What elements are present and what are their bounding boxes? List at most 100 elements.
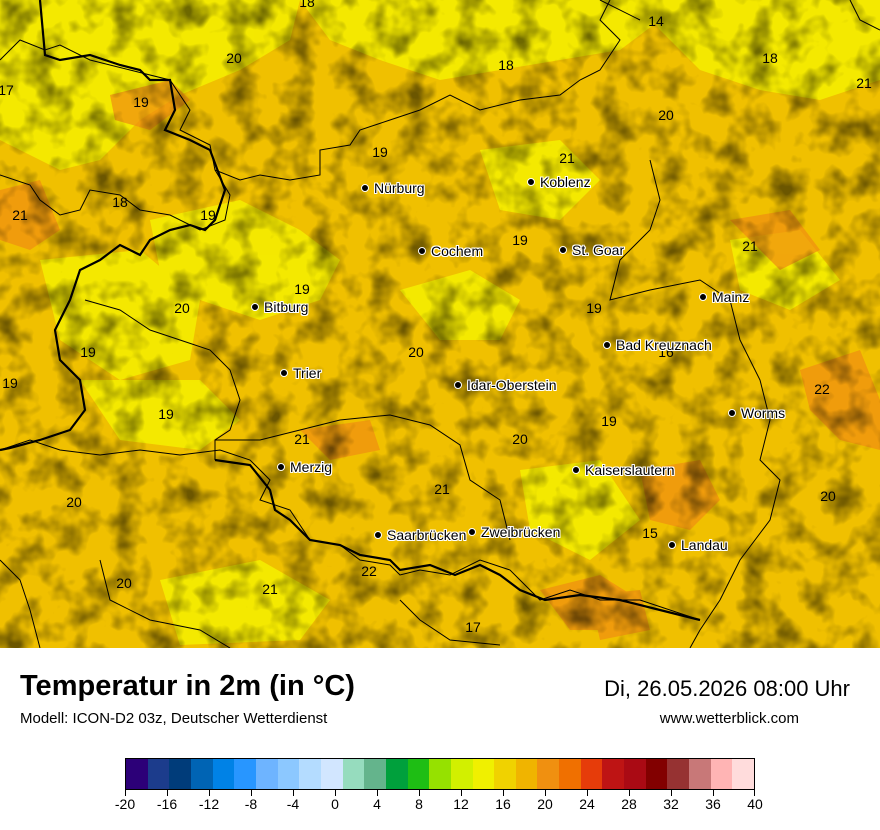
city-dot-icon: [361, 184, 369, 193]
scale-tick: [335, 790, 336, 796]
scale-tick-label: 28: [621, 796, 637, 812]
temperature-value: 21: [856, 75, 872, 91]
city-label: Bad Kreuznach: [603, 337, 712, 353]
temperature-value: 19: [512, 232, 528, 248]
city-label: Bitburg: [251, 299, 308, 315]
scale-tick: [671, 790, 672, 796]
scale-color-band: [732, 759, 755, 789]
city-name: Bad Kreuznach: [616, 337, 712, 353]
scale-tick: [503, 790, 504, 796]
scale-tick: [545, 790, 546, 796]
city-dot-icon: [668, 541, 676, 550]
temperature-value: 18: [299, 0, 315, 10]
city-label: Kaiserslautern: [572, 462, 675, 478]
city-dot-icon: [527, 178, 535, 187]
scale-tick: [251, 790, 252, 796]
temperature-field: [0, 0, 880, 648]
scale-color-band: [190, 759, 213, 789]
temperature-value: 20: [658, 107, 674, 123]
temperature-value: 19: [294, 281, 310, 297]
scale-color-band: [147, 759, 170, 789]
temperature-value: 21: [559, 150, 575, 166]
scale-tick-label: 24: [579, 796, 595, 812]
city-name: Mainz: [712, 289, 750, 305]
city-dot-icon: [280, 369, 288, 378]
temperature-value: 20: [408, 344, 424, 360]
temperature-value: 22: [361, 563, 377, 579]
scale-tick-label: -16: [156, 796, 178, 812]
scale-color-band: [624, 759, 646, 789]
scale-tick: [754, 790, 755, 796]
city-name: St. Goar: [572, 242, 625, 258]
city-name: Idar-Oberstein: [467, 377, 557, 393]
scale-tick: [293, 790, 294, 796]
scale-tick: [167, 790, 168, 796]
city-label: Nürburg: [361, 180, 425, 196]
model-info: Modell: ICON-D2 03z, Deutscher Wetterdie…: [20, 710, 328, 727]
scale-color-band: [689, 759, 711, 789]
scale-color-band: [407, 759, 430, 789]
city-label: Merzig: [277, 459, 332, 475]
temperature-value: 21: [742, 238, 758, 254]
city-dot-icon: [251, 303, 259, 312]
scale-tick: [419, 790, 420, 796]
scale-color-band: [234, 759, 256, 789]
scale-tick-label: -20: [114, 796, 136, 812]
city-dot-icon: [572, 466, 580, 475]
temperature-value: 21: [434, 481, 450, 497]
scale-color-band: [299, 759, 321, 789]
temperature-value: 19: [586, 300, 602, 316]
temperature-value: 19: [158, 406, 174, 422]
scale-color-band: [126, 759, 148, 789]
website-link[interactable]: www.wetterblick.com: [659, 710, 799, 727]
scale-color-band: [450, 759, 473, 789]
scale-tick: [629, 790, 630, 796]
city-dot-icon: [559, 246, 567, 255]
city-name: Koblenz: [540, 174, 591, 190]
temperature-value: 15: [642, 525, 658, 541]
temperature-value: 19: [601, 413, 617, 429]
scale-tick-label: 0: [331, 796, 339, 812]
city-name: Saarbrücken: [387, 527, 467, 543]
scale-tick-label: 40: [747, 796, 763, 812]
city-label: Zweibrücken: [468, 524, 560, 540]
scale-tick-label: 16: [495, 796, 511, 812]
city-label: Landau: [668, 537, 728, 553]
scale-color-band: [212, 759, 235, 789]
scale-color-band: [559, 759, 581, 789]
scale-color-band: [580, 759, 603, 789]
forecast-datetime: Di, 26.05.2026 08:00 Uhr: [604, 676, 850, 701]
scale-color-band: [385, 759, 408, 789]
scale-color-band: [710, 759, 733, 789]
temperature-value: 21: [262, 581, 278, 597]
scale-color-band: [645, 759, 668, 789]
city-name: Cochem: [431, 243, 484, 259]
temperature-value: 20: [226, 50, 242, 66]
scale-color-band: [429, 759, 451, 789]
map-title: Temperatur in 2m (in °C): [20, 670, 355, 702]
scale-color-band: [169, 759, 191, 789]
temperature-value: 19: [133, 94, 149, 110]
scale-color-band: [494, 759, 516, 789]
temperature-value: 14: [648, 13, 664, 29]
temperature-value: 17: [0, 82, 14, 98]
temperature-value: 19: [80, 344, 96, 360]
city-dot-icon: [603, 341, 611, 350]
scale-color-band: [342, 759, 365, 789]
scale-tick: [713, 790, 714, 796]
scale-tick-label: 12: [453, 796, 469, 812]
scale-tick-label: 36: [705, 796, 721, 812]
temperature-value: 20: [174, 300, 190, 316]
scale-color-band: [472, 759, 495, 789]
city-dot-icon: [277, 463, 285, 472]
city-label: Mainz: [699, 289, 749, 305]
city-label: Idar-Oberstein: [454, 377, 556, 393]
temperature-value: 20: [820, 488, 836, 504]
temperature-value: 22: [814, 381, 830, 397]
scale-tick: [209, 790, 210, 796]
city-name: Bitburg: [264, 299, 309, 315]
city-name: Merzig: [290, 459, 333, 475]
temperature-value: 21: [294, 431, 310, 447]
city-dot-icon: [699, 293, 707, 302]
temperature-value: 19: [2, 375, 18, 391]
